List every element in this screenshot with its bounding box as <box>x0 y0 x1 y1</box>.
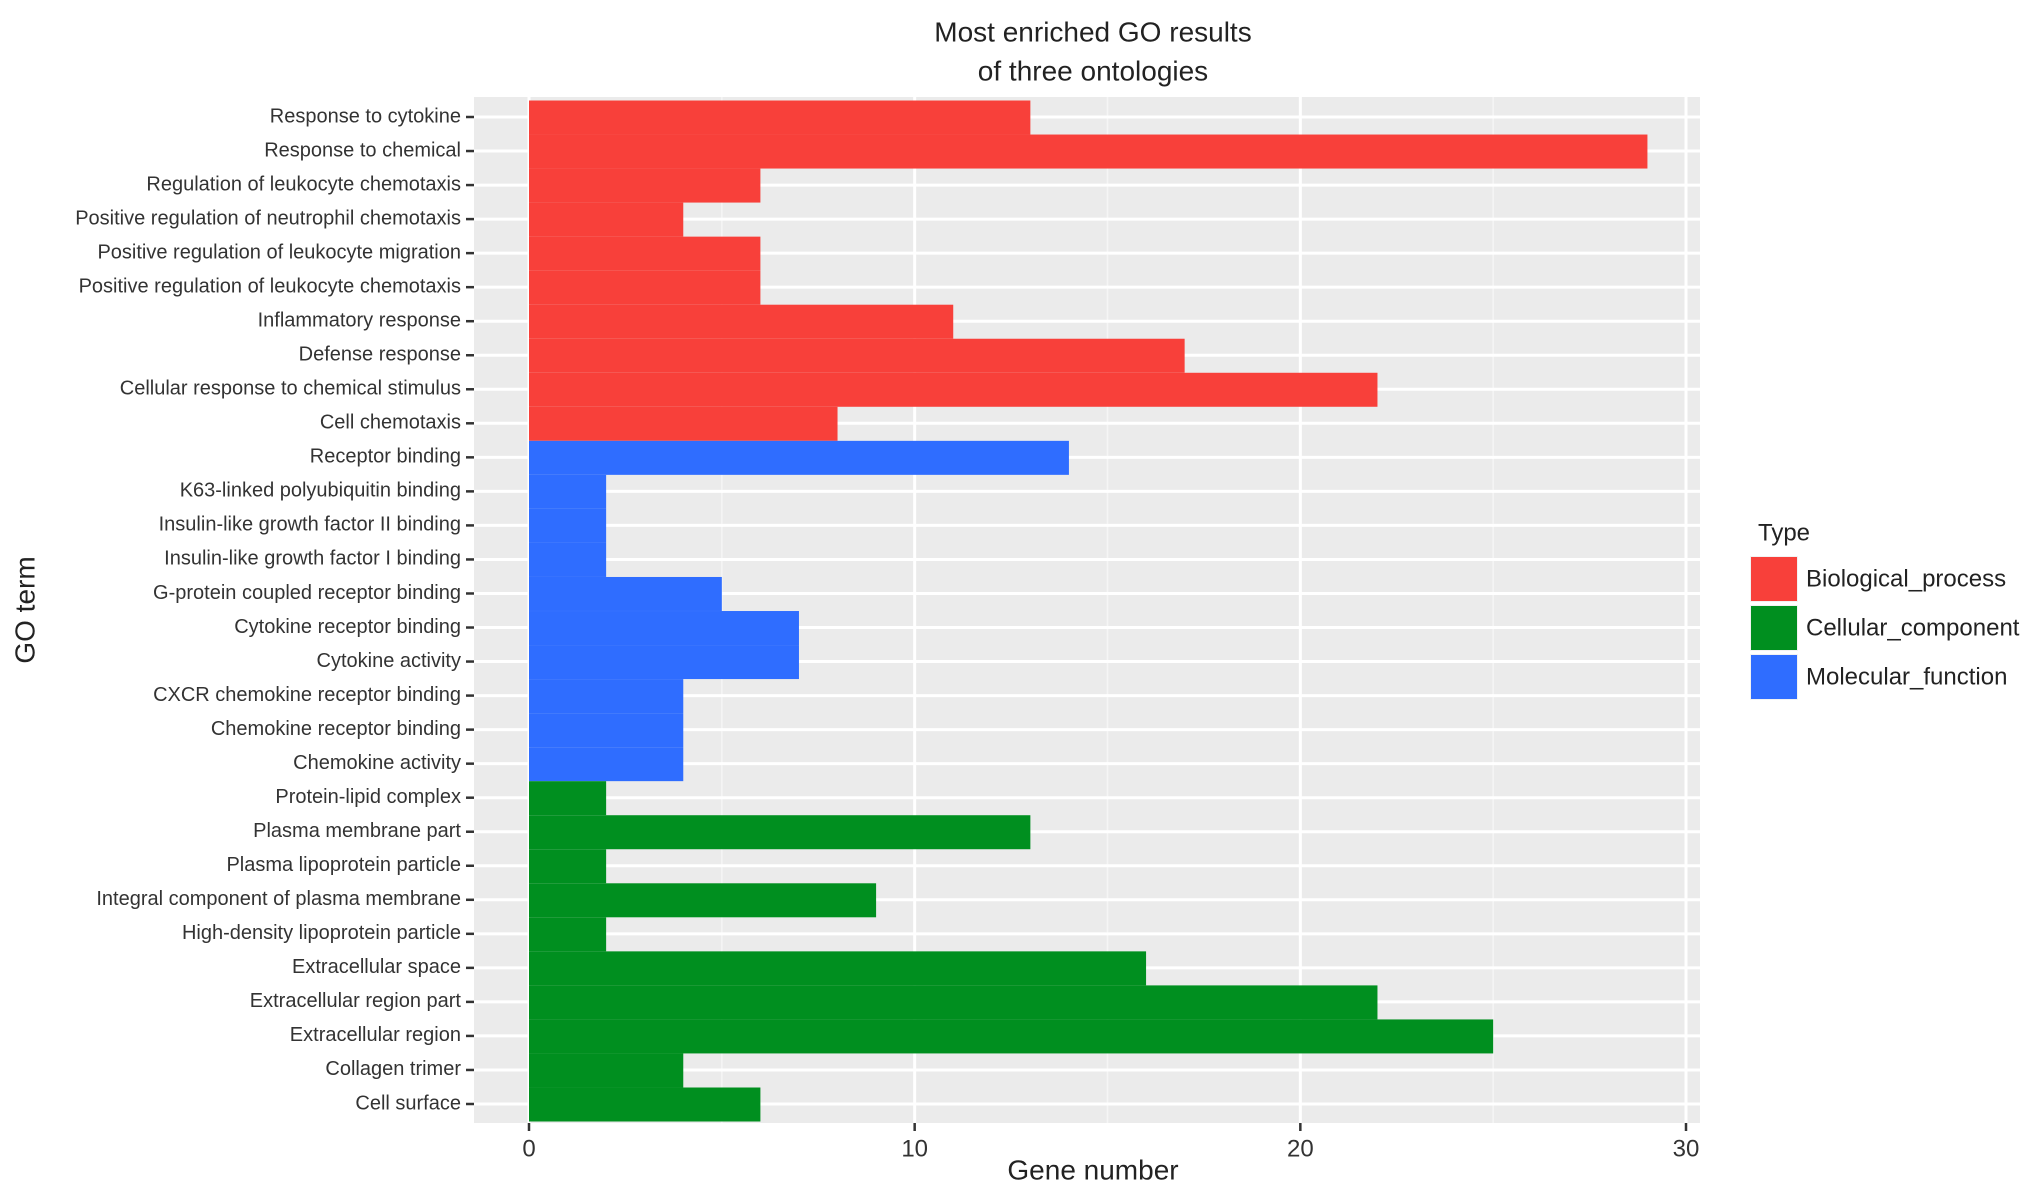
y-tick-label: Positive regulation of leukocyte chemota… <box>79 275 461 297</box>
bar <box>529 474 607 509</box>
y-tick-label: Chemokine activity <box>293 752 461 774</box>
bar <box>529 645 799 680</box>
y-tick-label: Positive regulation of leukocyte migrati… <box>97 241 461 263</box>
y-tick-label: Insulin-like growth factor I binding <box>164 548 461 570</box>
bar <box>529 883 877 918</box>
bar <box>529 134 1648 169</box>
y-tick-label: Response to cytokine <box>270 105 461 127</box>
y-tick-label: Receptor binding <box>310 446 461 468</box>
legend-swatch <box>1751 557 1797 601</box>
y-tick-label: High-density lipoprotein particle <box>182 922 461 944</box>
y-tick-label: Positive regulation of neutrophil chemot… <box>75 207 461 229</box>
y-tick-label: Cell chemotaxis <box>320 412 461 434</box>
bar <box>529 1053 684 1088</box>
y-tick-label: Extracellular region <box>290 1024 461 1046</box>
x-tick-label: 30 <box>1673 1135 1700 1162</box>
legend-title: Type <box>1758 519 1810 546</box>
y-axis-label: GO term <box>9 556 40 663</box>
y-tick-label: Regulation of leukocyte chemotaxis <box>146 173 461 195</box>
bar <box>529 168 761 203</box>
bar <box>529 951 1147 986</box>
bar <box>529 1019 1494 1054</box>
bar <box>529 406 838 441</box>
legend-entry-label: Biological_process <box>1806 565 2006 592</box>
bar <box>529 849 607 884</box>
bar <box>529 611 799 646</box>
y-tick-label: Response to chemical <box>264 139 461 161</box>
bar <box>529 270 761 305</box>
bar <box>529 747 684 782</box>
bar <box>529 236 761 271</box>
legend: Type Biological_process Cellular_component… <box>1750 519 2020 700</box>
y-tick-label: Plasma membrane part <box>253 820 461 842</box>
y-tick-label: Insulin-like growth factor II binding <box>159 514 461 536</box>
bar <box>529 815 1031 850</box>
y-tick-label: G-protein coupled receptor binding <box>153 582 461 604</box>
bar <box>529 440 1069 475</box>
y-tick-label: Inflammatory response <box>258 309 461 331</box>
chart-title: Most enriched GO results of three ontolog… <box>934 16 1251 86</box>
y-tick-label: CXCR chemokine receptor binding <box>153 684 461 706</box>
x-axis: 0 10 20 30 <box>522 1123 1699 1162</box>
y-tick-label: Protein-lipid complex <box>275 786 461 808</box>
x-tick-label: 0 <box>522 1135 535 1162</box>
y-tick-label: Plasma lipoprotein particle <box>226 854 461 876</box>
y-tick-label: Extracellular space <box>292 956 461 978</box>
y-tick-label: Cell surface <box>355 1092 461 1114</box>
legend-entry-label: Molecular_function <box>1806 663 2007 690</box>
bar <box>529 542 607 577</box>
bar <box>529 679 684 714</box>
bar <box>529 100 1031 135</box>
bar <box>529 1087 761 1122</box>
y-tick-label: Cytokine activity <box>317 650 462 672</box>
y-tick-label: Collagen trimer <box>325 1058 461 1080</box>
y-tick-label: Integral component of plasma membrane <box>96 888 461 910</box>
bar <box>529 202 684 237</box>
bar <box>529 781 607 816</box>
bar <box>529 576 722 611</box>
y-tick-label: Cellular response to chemical stimulus <box>120 378 461 400</box>
bar <box>529 917 607 952</box>
y-tick-label: Cytokine receptor binding <box>234 616 461 638</box>
bar <box>529 508 607 543</box>
y-tick-label: K63-linked polyubiquitin binding <box>180 480 461 502</box>
x-tick-label: 20 <box>1287 1135 1314 1162</box>
bar <box>529 985 1378 1020</box>
x-axis-label: Gene number <box>1007 1154 1178 1185</box>
bar <box>529 713 684 748</box>
bar <box>529 338 1185 373</box>
bar <box>529 372 1378 407</box>
y-tick-label: Defense response <box>299 344 461 366</box>
legend-entry-label: Cellular_component <box>1806 614 2020 641</box>
y-tick-label: Extracellular region part <box>250 990 462 1012</box>
legend-swatch <box>1751 655 1797 699</box>
bar <box>529 304 954 339</box>
chart-title-line-2: of three ontologies <box>978 55 1208 86</box>
bars <box>529 100 1648 1122</box>
x-tick-label: 10 <box>901 1135 928 1162</box>
legend-swatch <box>1751 606 1797 650</box>
y-tick-label: Chemokine receptor binding <box>211 718 461 740</box>
y-axis: Response to cytokine Response to chemical… <box>75 105 474 1114</box>
chart-title-line-1: Most enriched GO results <box>934 16 1251 47</box>
